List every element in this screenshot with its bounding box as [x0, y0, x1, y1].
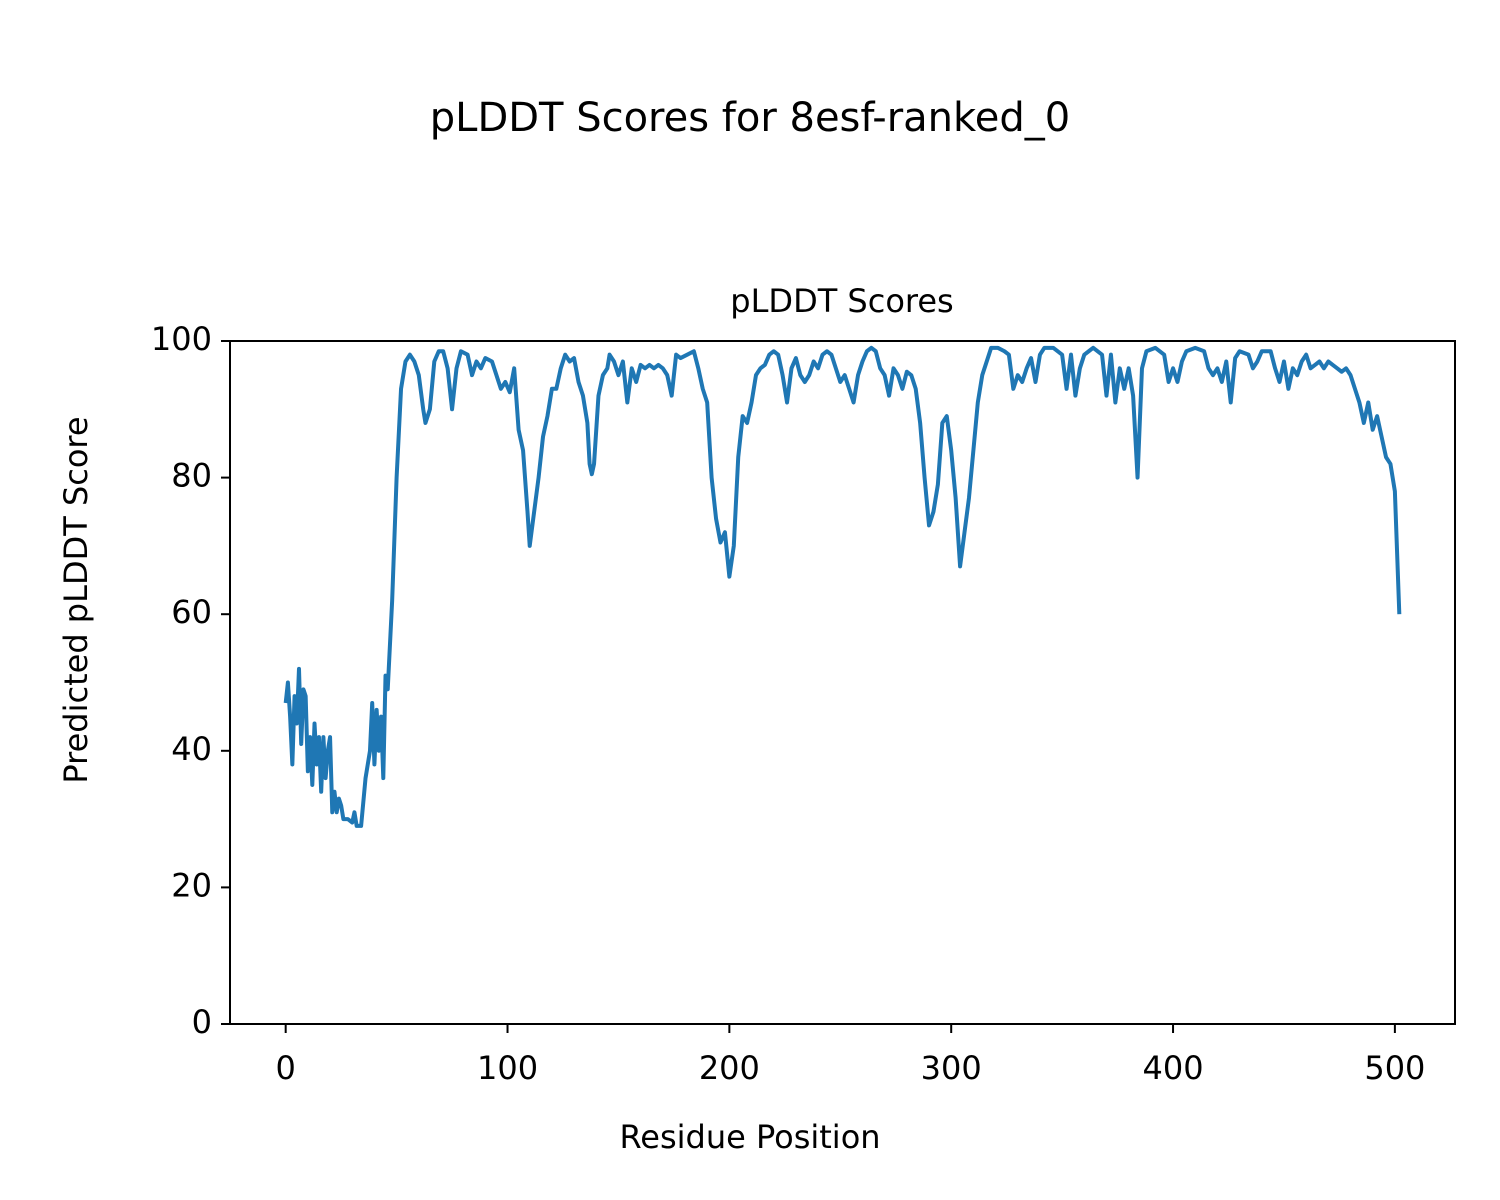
x-axis-label: Residue Position	[619, 1118, 880, 1156]
x-tick-label: 400	[1143, 1049, 1204, 1087]
chart-title: pLDDT Scores	[730, 282, 953, 320]
plot-frame	[229, 340, 1456, 1025]
y-tick-label: 80	[171, 457, 212, 495]
y-axis-label: Predicted pLDDT Score	[57, 416, 95, 783]
y-tick-label: 40	[171, 730, 212, 768]
y-tick-label: 60	[171, 593, 212, 631]
x-tick-label: 100	[477, 1049, 538, 1087]
x-tick-label: 500	[1364, 1049, 1425, 1087]
y-tick-label: 20	[171, 866, 212, 904]
y-tick-label: 100	[151, 320, 212, 358]
y-tick-label: 0	[192, 1003, 212, 1041]
x-tick-label: 0	[276, 1049, 296, 1087]
x-tick-label: 200	[699, 1049, 760, 1087]
x-tick-label: 300	[921, 1049, 982, 1087]
suptitle: pLDDT Scores for 8esf-ranked_0	[430, 95, 1070, 141]
line	[283, 345, 1402, 828]
